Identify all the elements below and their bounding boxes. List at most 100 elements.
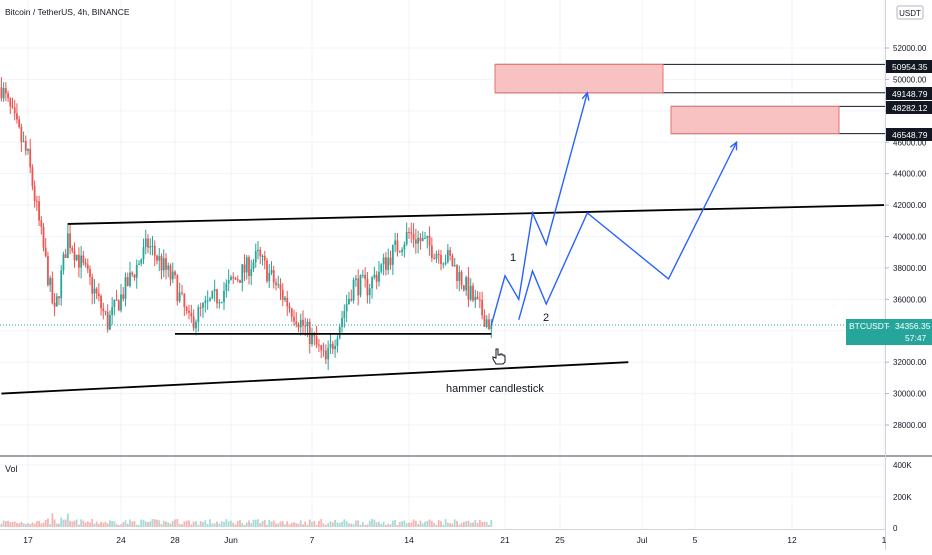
- candle-body: [465, 277, 468, 291]
- volume-bar: [147, 522, 149, 527]
- volume-bar: [95, 521, 98, 527]
- candle-body: [334, 345, 336, 350]
- candle-body: [124, 277, 127, 299]
- candle-body: [115, 299, 118, 301]
- candle-body: [286, 297, 289, 307]
- volume-bar: [13, 521, 16, 527]
- volume-bar: [171, 520, 174, 527]
- candle-body: [131, 272, 134, 275]
- candle-body: [354, 278, 357, 280]
- volume-bar: [304, 521, 307, 527]
- candle-body: [378, 271, 380, 282]
- volume-bar: [135, 524, 138, 527]
- candle-body: [236, 279, 239, 281]
- candle-body: [467, 277, 470, 300]
- volume-bar: [78, 524, 80, 527]
- volume-bar: [195, 521, 197, 527]
- projection-path-1: [490, 92, 589, 326]
- y-tick-label: 52000.00: [893, 44, 927, 53]
- candle-body: [80, 255, 83, 268]
- candle-body: [33, 186, 36, 201]
- volume-bar: [192, 521, 195, 527]
- last-price-badge: BTCUSDT - 34356.35 57:47: [846, 319, 932, 345]
- candle-body: [181, 292, 183, 294]
- candle-body: [277, 284, 280, 286]
- candle-body: [183, 293, 186, 308]
- volume-bar: [389, 524, 392, 527]
- candle-body: [254, 251, 257, 263]
- volume-bar: [483, 521, 486, 527]
- candle-body: [444, 262, 447, 264]
- volume-bar: [138, 524, 140, 527]
- volume-bar: [149, 521, 152, 527]
- candle-body: [18, 119, 21, 127]
- candle-body: [472, 285, 474, 301]
- candle-body: [299, 319, 302, 328]
- candle-body: [84, 262, 87, 265]
- candle-body: [428, 235, 431, 246]
- last-price-symbol: BTCUSDT: [849, 321, 889, 331]
- candle-body: [58, 296, 60, 299]
- candle-body: [382, 257, 385, 265]
- volume-bar: [266, 524, 268, 527]
- candle-body: [318, 344, 320, 346]
- volume-bar: [444, 519, 447, 527]
- volume-bar: [371, 519, 373, 527]
- candle-body: [213, 289, 216, 292]
- volume-bar: [58, 523, 60, 527]
- candle-body: [75, 254, 78, 261]
- volume-bar: [69, 520, 71, 527]
- volume-bar: [290, 522, 293, 527]
- candle-body: [268, 272, 271, 282]
- candle-body: [211, 291, 214, 299]
- volume-bar: [297, 523, 300, 527]
- volume-bar: [211, 523, 214, 527]
- volume-bar: [243, 524, 246, 527]
- candle-body: [398, 251, 401, 253]
- candle-body: [449, 250, 452, 256]
- candle-body: [315, 336, 318, 345]
- volume-bar: [306, 524, 309, 527]
- volume-bar: [167, 522, 170, 527]
- currency-button[interactable]: [896, 5, 924, 20]
- candle-body: [40, 220, 43, 227]
- x-tick-label: 1: [882, 535, 887, 545]
- candle-body: [149, 246, 152, 248]
- candle-body: [78, 254, 80, 268]
- candle-body: [100, 295, 102, 309]
- volume-bar: [437, 520, 440, 527]
- volume-bar: [453, 519, 456, 527]
- candle-body: [153, 245, 156, 256]
- volume-bar: [293, 522, 295, 527]
- x-tick-label: 25: [555, 535, 565, 545]
- x-tick-label: 12: [787, 535, 797, 545]
- volume-bar: [259, 523, 262, 527]
- candle-body: [135, 264, 138, 278]
- candle-body: [16, 113, 18, 120]
- candle-body: [66, 233, 69, 258]
- candle-body: [138, 263, 140, 265]
- volume-bar: [277, 523, 280, 527]
- volume-bar: [27, 522, 29, 527]
- volume-bar: [4, 521, 7, 527]
- volume-bar: [410, 522, 413, 527]
- candle-body: [421, 238, 424, 242]
- volume-bar: [488, 524, 490, 527]
- candle-body: [11, 106, 14, 108]
- volume-bar: [100, 521, 102, 527]
- candle-body: [204, 300, 207, 304]
- candle-body: [366, 278, 369, 296]
- symbol-title: Bitcoin / TetherUS, 4h, BINANCE: [5, 7, 130, 17]
- candle-body: [165, 258, 167, 270]
- volume-bar: [133, 521, 136, 527]
- volume-bar: [485, 522, 488, 527]
- volume-bar: [204, 520, 207, 527]
- volume-bar: [257, 519, 259, 527]
- volume-bar: [97, 523, 100, 527]
- volume-bar: [64, 519, 67, 527]
- volume-bar: [359, 524, 362, 527]
- candle-body: [350, 298, 353, 301]
- volume-bar: [442, 524, 445, 527]
- volume-bar: [84, 522, 87, 527]
